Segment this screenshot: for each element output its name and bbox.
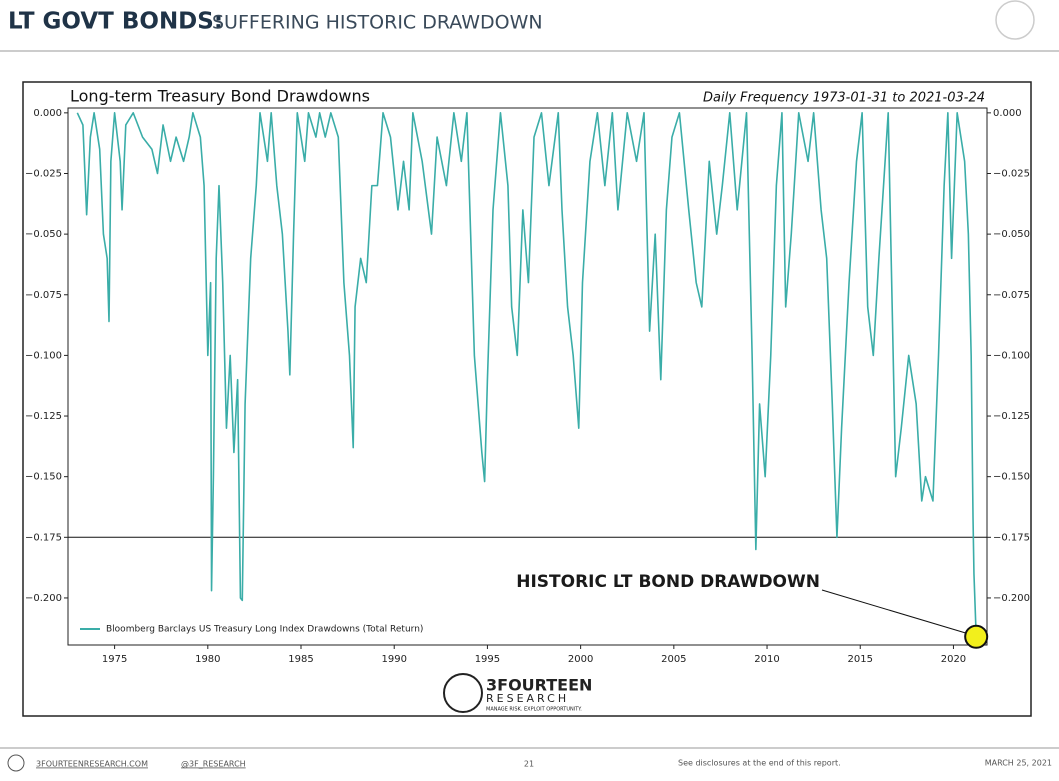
x-tick-label: 1980 (195, 654, 220, 665)
x-tick-label: 1975 (102, 654, 127, 665)
y2-tick-label: −0.175 (993, 532, 1030, 543)
header-title: LT GOVT BONDS: (8, 9, 223, 35)
x-tick-label: 2010 (754, 654, 779, 665)
y2-tick-label: 0.000 (993, 108, 1022, 119)
chart-title: Long-term Treasury Bond Drawdowns (70, 87, 370, 106)
x-tick-label: 1985 (288, 654, 313, 665)
y-tick-label: −0.175 (25, 532, 62, 543)
y-tick-label: −0.025 (25, 168, 62, 179)
y-tick-label: 0.000 (33, 108, 62, 119)
y-tick-label: −0.075 (25, 290, 62, 301)
header-subtitle: SUFFERING HISTORIC DRAWDOWN (212, 12, 543, 34)
y2-tick-label: −0.150 (993, 472, 1030, 483)
annotation-point (964, 624, 989, 649)
y2-tick-label: −0.200 (993, 593, 1030, 604)
x-tick-label: 2005 (661, 654, 686, 665)
x-tick-label: 2000 (568, 654, 593, 665)
annotation-text: HISTORIC LT BOND DRAWDOWN (516, 572, 820, 592)
logo-name: 3FOURTEEN (486, 676, 592, 695)
annotation-arrow (821, 589, 969, 635)
y-tick-label: −0.150 (25, 472, 62, 483)
y-tick-label: −0.100 (25, 350, 62, 361)
y-tick-label: −0.050 (25, 229, 62, 240)
footer-note: See disclosures at the end of this repor… (678, 759, 841, 768)
y2-tick-label: −0.050 (993, 229, 1030, 240)
y2-tick-label: −0.125 (993, 411, 1030, 422)
x-tick-label: 2015 (848, 654, 873, 665)
logo-sub: RESEARCH (486, 692, 569, 705)
logo-tagline: MANAGE RISK. EXPLOIT OPPORTUNITY. (486, 707, 582, 713)
footer-handle[interactable]: @3F_RESEARCH (181, 760, 246, 769)
series-line (76, 112, 977, 637)
x-tick-label: 1995 (475, 654, 500, 665)
y2-tick-label: −0.025 (993, 168, 1030, 179)
x-tick-label: 1990 (381, 654, 406, 665)
y-tick-label: −0.125 (25, 411, 62, 422)
chart-subtitle: Daily Frequency 1973-01-31 to 2021-03-24 (703, 91, 985, 106)
y2-tick-label: −0.075 (993, 290, 1030, 301)
logo: 3FOURTEEN RESEARCH MANAGE RISK. EXPLOIT … (443, 673, 592, 713)
footer-page: 21 (524, 760, 534, 769)
y2-tick-label: −0.100 (993, 350, 1030, 361)
footer-logo (7, 754, 25, 772)
corner-logo (995, 0, 1035, 40)
footer-date: MARCH 25, 2021 (985, 759, 1052, 768)
x-tick-label: 2020 (941, 654, 966, 665)
logo-mark (443, 673, 483, 713)
plot-area (67, 107, 988, 646)
footer-site[interactable]: 3FOURTEENRESEARCH.COM (36, 760, 148, 769)
legend-label: Bloomberg Barclays US Treasury Long Inde… (106, 625, 423, 635)
y-tick-label: −0.200 (25, 593, 62, 604)
chart-frame (22, 81, 1032, 717)
